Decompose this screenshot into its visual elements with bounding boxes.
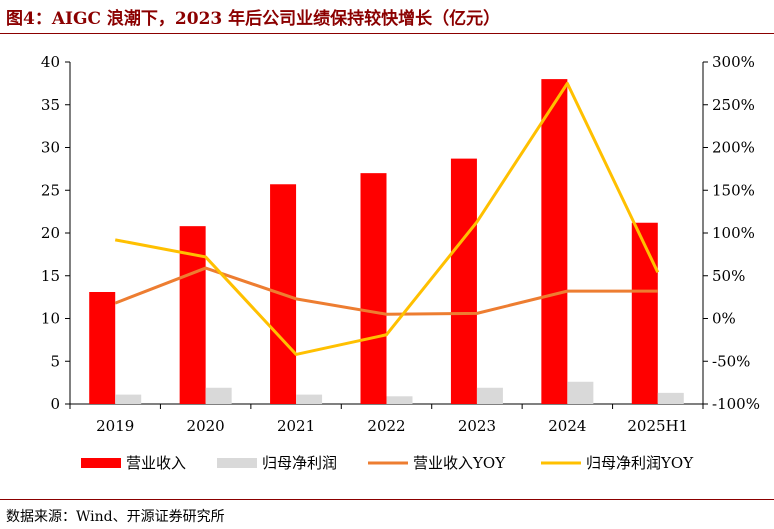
x-tick-label: 2020: [187, 417, 225, 435]
revenue-bar: [89, 291, 116, 404]
left-tick-label: 5: [50, 352, 60, 370]
right-tick-label: 150%: [712, 181, 755, 199]
net-profit-bar: [205, 387, 232, 404]
left-tick-label: 40: [41, 53, 60, 71]
right-tick-label: 300%: [712, 53, 755, 71]
footer-divider: [0, 499, 774, 500]
net-profit-bar: [115, 394, 142, 404]
right-tick-label: 100%: [712, 224, 755, 242]
net-profit-yoy-line: [114, 81, 660, 356]
legend-net-profit-swatch: [217, 458, 257, 468]
legend-revenue-swatch: [81, 458, 121, 468]
right-tick-label: -50%: [712, 352, 750, 370]
revenue-bar: [541, 79, 568, 404]
x-tick-label: 2022: [367, 417, 405, 435]
right-tick-label: 0%: [712, 310, 736, 328]
legend-net-profit-yoy-label: 归母净利润YOY: [586, 454, 694, 472]
legend-revenue-yoy-label: 营业收入YOY: [413, 454, 506, 472]
revenue-bar: [631, 222, 658, 404]
net-profit-bar: [476, 387, 503, 404]
title-divider: [0, 33, 774, 34]
revenue-bar: [360, 173, 387, 404]
legend-revenue-label: 营业收入: [126, 454, 186, 472]
net-profit-bar: [567, 381, 594, 404]
left-tick-label: 25: [41, 181, 60, 199]
right-tick-label: 50%: [712, 267, 745, 285]
left-tick-label: 20: [41, 224, 60, 242]
left-tick-label: 10: [41, 310, 60, 328]
left-tick-label: 30: [41, 139, 60, 157]
left-tick-label: 15: [41, 267, 60, 285]
chart-title: 图4：AIGC 浪潮下，2023 年后公司业绩保持较快增长（亿元）: [6, 9, 501, 29]
revenue-yoy-line: [114, 266, 658, 316]
x-tick-label: 2023: [458, 417, 496, 435]
left-tick-label: 35: [41, 96, 60, 114]
net-profit-bar: [386, 396, 413, 404]
left-tick-label: 0: [50, 395, 60, 413]
right-tick-label: -100%: [712, 395, 760, 413]
x-tick-label: 2024: [548, 417, 586, 435]
source-note: 数据来源：Wind、开源证券研究所: [6, 509, 225, 525]
x-tick-label: 2021: [277, 417, 315, 435]
legend-net-profit-label: 归母净利润: [262, 454, 337, 472]
net-profit-bar: [296, 394, 323, 404]
x-tick-label: 2025H1: [627, 417, 688, 435]
right-tick-label: 200%: [712, 139, 755, 157]
revenue-bar: [450, 158, 477, 404]
right-tick-label: 250%: [712, 96, 755, 114]
net-profit-bar: [657, 392, 684, 404]
x-tick-label: 2019: [96, 417, 134, 435]
